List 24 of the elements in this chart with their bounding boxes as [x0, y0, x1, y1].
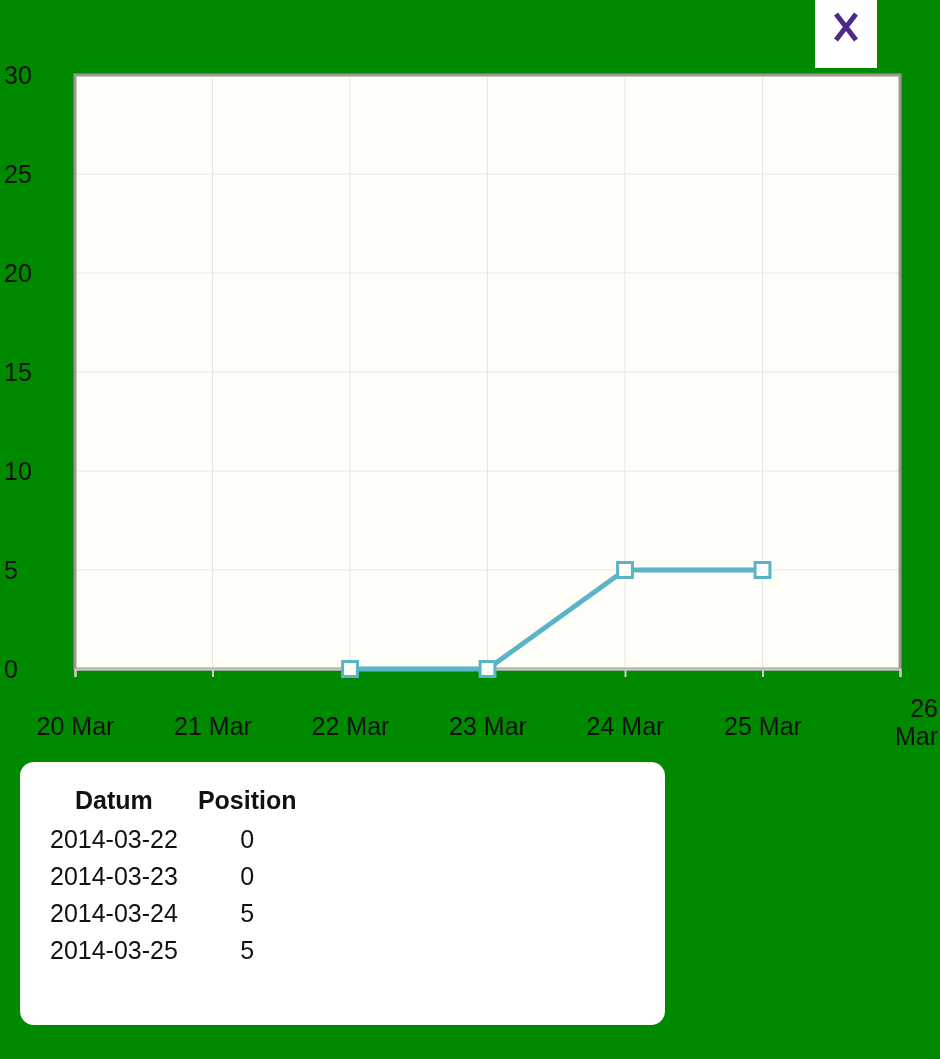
data-label: 5: [239, 898, 256, 929]
y-tick-label: 10: [4, 456, 32, 485]
x-tick-label: 20 Mar: [36, 711, 115, 740]
y-tick-label: 20: [4, 258, 32, 287]
x-tick-label: 25 Mar: [724, 711, 802, 740]
data-label: 0: [239, 824, 256, 855]
data-label: 0: [239, 861, 256, 892]
x-tick-label: 21 Mar: [174, 711, 252, 740]
y-tick-label: 30: [4, 60, 32, 89]
y-tick-label: 0: [4, 654, 18, 683]
category-label: 2014-03-25: [49, 935, 179, 966]
x-tick-label: 23 Mar: [449, 711, 527, 740]
y-tick-label: 15: [4, 357, 32, 386]
category-label: 2014-03-22: [49, 824, 179, 855]
x-tick-label: 24 Mar: [586, 711, 665, 740]
y-tick-label: 5: [4, 555, 18, 584]
category-label: 2014-03-24: [49, 898, 179, 929]
category-label: 2014-03-23: [49, 861, 179, 892]
series-label: Position: [196, 785, 298, 816]
data-label: 5: [239, 935, 256, 966]
text: Datum: [74, 785, 154, 816]
y-tick-label: 25: [4, 159, 32, 188]
x-tick-label: 26 Mar: [894, 694, 938, 750]
x-tick-label: 22 Mar: [311, 711, 390, 740]
